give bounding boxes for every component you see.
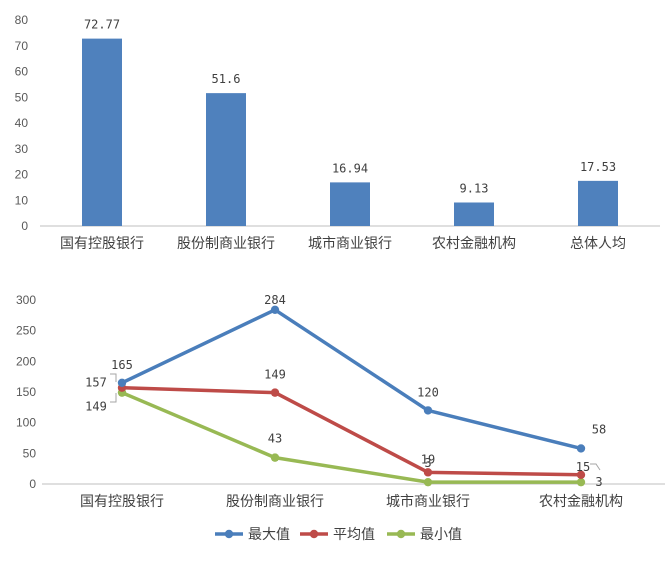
legend-label: 平均值 <box>333 527 375 543</box>
bar-y-tick-label: 80 <box>15 13 29 27</box>
line-chart: 0 50 100 150 200 250 300 国有控股银行 股份制商业银行 城市商业银行 农村金… <box>16 293 665 510</box>
bar <box>454 202 494 226</box>
legend-label: 最小值 <box>420 527 462 543</box>
line-y-tick-label: 300 <box>16 293 36 307</box>
bar-y-tick-label: 30 <box>15 142 29 156</box>
line-y-tick-label: 250 <box>16 324 36 338</box>
series-point <box>270 453 280 462</box>
bar-x-tick-label: 农村金融机构 <box>432 236 516 252</box>
line-data-label: 3 <box>424 456 431 470</box>
line-y-tick-label: 100 <box>16 416 36 430</box>
bar-x-tick-label: 股份制商业银行 <box>177 236 275 252</box>
line-y-tick-label: 0 <box>29 477 36 491</box>
line-data-label: 3 <box>595 475 602 489</box>
line-data-label: 157 <box>85 376 107 390</box>
series-point <box>576 444 586 453</box>
line-data-label: 284 <box>264 293 286 307</box>
bar <box>82 38 122 226</box>
bar <box>206 93 246 226</box>
bar-y-tick-label: 60 <box>15 65 29 79</box>
bar-y-tick-label: 40 <box>15 116 29 130</box>
series-point <box>423 406 433 415</box>
line-y-tick-label: 50 <box>23 446 37 460</box>
line-x-tick-label: 股份制商业银行 <box>226 494 324 510</box>
line-data-label: 19 <box>421 452 435 466</box>
bar-data-label: 17.53 <box>580 160 616 174</box>
bar-chart: 0 10 20 30 40 50 60 70 80 72.77 国有控股银行 51.6 股份制商业银行 1… <box>15 13 660 252</box>
line-data-label: 15 <box>576 460 590 474</box>
bar-y-tick-label: 70 <box>15 39 29 53</box>
line-data-label: 43 <box>268 432 282 446</box>
label-leader-line <box>110 373 117 382</box>
line-x-tick-label: 城市商业银行 <box>386 493 470 510</box>
line-y-tick-label: 150 <box>16 385 36 399</box>
line-data-label: 58 <box>592 422 606 436</box>
series-point <box>576 470 586 479</box>
legend-swatch-marker <box>309 529 319 539</box>
bar-y-tick-label: 10 <box>15 193 29 207</box>
bar-x-tick-label: 城市商业银行 <box>308 235 392 252</box>
chart-legend: 最大值 平均值 最小值 <box>215 527 462 543</box>
label-leader-line <box>110 393 117 403</box>
bar-data-label: 9.13 <box>460 181 489 195</box>
series-point <box>423 477 433 487</box>
line-x-tick-label: 农村金融机构 <box>539 494 623 510</box>
line-x-tick-label: 国有控股银行 <box>80 494 164 510</box>
series-point <box>423 468 433 477</box>
bar-y-tick-label: 0 <box>21 219 28 233</box>
bar-x-tick-label: 总体人均 <box>570 236 626 252</box>
legend-label: 最大值 <box>248 527 290 543</box>
line-data-label: 120 <box>417 385 439 399</box>
bar <box>330 182 370 226</box>
series-line <box>121 391 581 484</box>
bar-x-tick-label: 国有控股银行 <box>60 236 144 252</box>
series-point <box>576 477 586 487</box>
line-data-label: 149 <box>85 400 107 414</box>
legend-swatch-marker <box>224 529 234 539</box>
line-data-label: 149 <box>264 368 286 382</box>
label-leader-line <box>590 463 601 471</box>
line-y-tick-label: 200 <box>16 354 36 368</box>
bar-y-tick-label: 50 <box>15 90 29 104</box>
series-line <box>121 308 582 451</box>
bar-data-label: 72.77 <box>84 18 120 32</box>
line-data-label: 165 <box>111 358 133 372</box>
bar-data-label: 16.94 <box>332 161 368 175</box>
bar-data-label: 51.6 <box>212 72 241 86</box>
legend-swatch-marker <box>396 529 406 539</box>
series-point <box>270 388 280 397</box>
series-point <box>117 378 127 387</box>
series-line <box>121 385 582 477</box>
series-point <box>270 305 280 315</box>
bar-y-tick-label: 20 <box>15 168 29 182</box>
bar <box>578 180 618 226</box>
